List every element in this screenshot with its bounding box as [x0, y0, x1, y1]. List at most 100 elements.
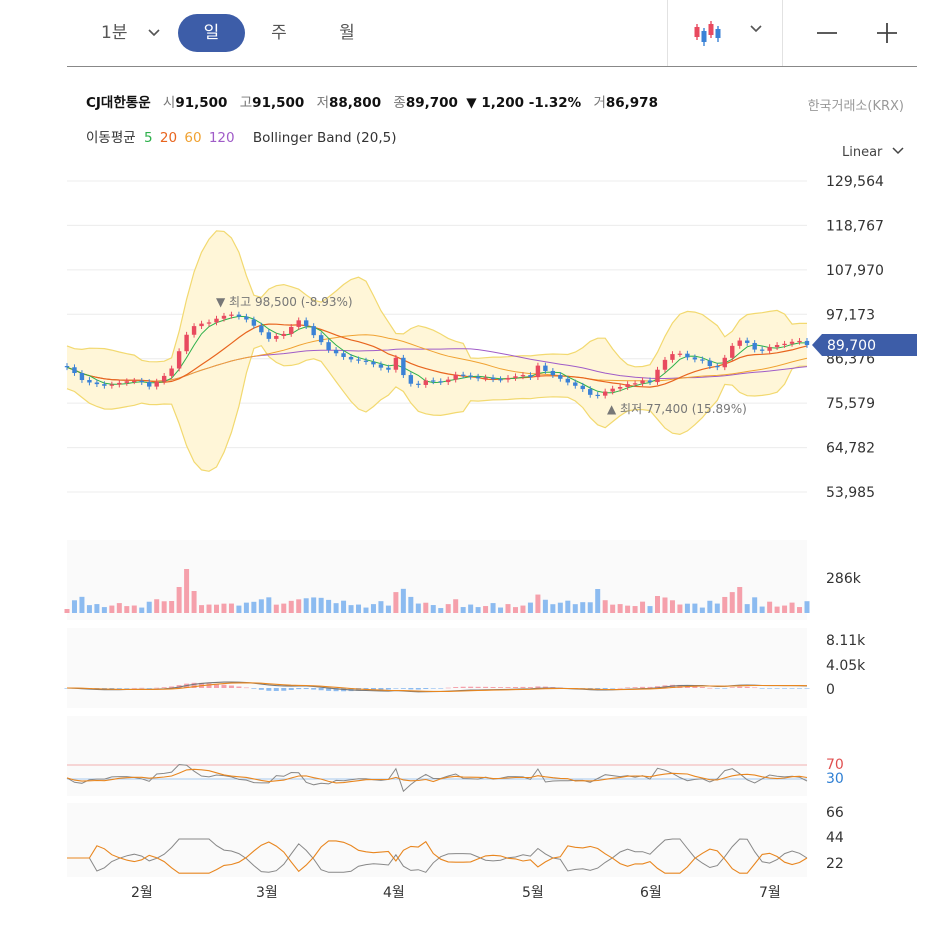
volume-bar	[767, 601, 773, 613]
volume-bar	[714, 603, 720, 613]
candle-body	[789, 341, 795, 344]
volume-bar	[101, 607, 107, 613]
candle-body	[438, 381, 443, 383]
dmi-title: DMI (14)	[86, 810, 145, 826]
period-minute-dropdown[interactable]: 1분	[89, 14, 169, 52]
tab-day[interactable]: 일	[178, 14, 245, 52]
macd-histogram-bar	[311, 688, 317, 690]
y-tick-label: 107,970	[826, 263, 884, 279]
candle-body	[124, 381, 129, 383]
candle-body	[348, 356, 354, 360]
volume-bar	[699, 607, 705, 613]
macd-histogram-bar	[580, 688, 586, 689]
volume-bar	[752, 597, 758, 613]
low-annotation: ▲ 최저 77,400 (15.89%)	[607, 402, 747, 416]
x-tick-label: 5월	[522, 885, 544, 901]
ma60-label: 60	[184, 130, 202, 146]
candle-body	[221, 315, 227, 319]
macd-histogram-bar	[184, 683, 190, 688]
macd-histogram-bar	[557, 687, 563, 689]
x-tick-label: 6월	[640, 885, 662, 901]
candle-body	[206, 322, 212, 324]
candle-body	[737, 340, 742, 346]
scale-dropdown[interactable]: Linear	[842, 144, 905, 160]
candle-body	[677, 353, 683, 355]
volume-bar	[797, 607, 803, 613]
candle-body	[446, 379, 451, 383]
macd-histogram-bar	[154, 687, 160, 689]
macd-histogram-bar	[520, 686, 526, 688]
candle-body	[303, 320, 309, 327]
volume-bar	[363, 607, 369, 613]
candle-body	[700, 359, 705, 361]
candle-body	[236, 314, 242, 317]
candle-body	[595, 394, 600, 397]
bollinger-upper-line	[66, 230, 807, 368]
macd-histogram-bar	[251, 688, 257, 689]
candle-body	[565, 378, 571, 383]
macd-histogram-bar	[692, 686, 698, 688]
macd-histogram-bar	[139, 687, 145, 689]
macd-histogram-bar	[86, 688, 92, 690]
volume-bar	[311, 597, 317, 613]
macd-histogram-bar	[79, 688, 85, 689]
candle-body	[229, 314, 234, 316]
macd-histogram-bar	[243, 687, 249, 689]
candle-body	[550, 370, 556, 376]
tab-week[interactable]: 주	[271, 23, 287, 43]
macd-histogram-bar	[363, 688, 369, 691]
volume-bar	[146, 601, 152, 613]
dmi-y-tick: 66	[826, 805, 844, 821]
candle-body	[535, 365, 541, 378]
chevron-down-icon	[147, 14, 161, 66]
candle-body	[602, 391, 608, 396]
macd-histogram-bar	[707, 687, 713, 689]
rsi-panel-label: RSI (14,9) | RSI 58.44 RSI-Signal 60.10	[86, 723, 371, 739]
indicator-legend[interactable]: 이동평균 5 20 60 120 Bollinger Band (20,5)	[86, 126, 397, 146]
dmi-minus-name: -DI	[245, 810, 265, 826]
change-value: ▼ 1,200 -1.32%	[466, 95, 582, 111]
volume-bar	[206, 604, 212, 613]
volume-bar	[154, 599, 160, 613]
macd-histogram-bar	[460, 686, 466, 688]
volume-bar	[445, 604, 451, 613]
candle-body	[498, 379, 503, 381]
y-tick-label: 64,782	[826, 441, 875, 457]
close-label: 종	[393, 95, 406, 111]
macd-histogram-bar	[542, 686, 548, 688]
volume-bar	[789, 602, 795, 613]
macd-histogram-bar	[632, 687, 638, 688]
candle-body	[371, 361, 376, 365]
minus-icon	[817, 32, 837, 34]
dmi-plus-name: +DI	[160, 810, 187, 826]
candle-body	[670, 354, 675, 360]
current-price-label: 89,700	[827, 338, 876, 354]
macd-histogram-bar	[341, 688, 347, 692]
macd-histogram-bar	[453, 687, 459, 688]
zoom-in-button[interactable]	[872, 14, 902, 52]
macd-histogram-bar	[131, 687, 137, 689]
volume-bar	[139, 607, 145, 613]
volume-bar	[169, 601, 175, 613]
macd-histogram-bar	[505, 687, 511, 688]
candle-body	[139, 380, 144, 383]
bollinger-label: Bollinger Band (20,5)	[252, 130, 397, 146]
period-minute-label: 1분	[101, 23, 128, 43]
chart-type-dropdown[interactable]	[687, 14, 767, 52]
candle-body	[647, 380, 653, 383]
macd-histogram-bar	[161, 687, 167, 688]
high-annotation: ▼ 최고 98,500 (-8.93%)	[216, 295, 353, 309]
candle-body	[274, 335, 279, 339]
zoom-out-button[interactable]	[812, 14, 842, 52]
tab-month[interactable]: 월	[339, 23, 355, 43]
volume-bar	[655, 596, 661, 613]
dmi-y-tick: 44	[826, 830, 844, 846]
candle-body	[543, 365, 548, 371]
macd-histogram-bar	[146, 688, 152, 689]
candle-body	[505, 377, 511, 380]
candle-body	[640, 380, 645, 384]
candle-body	[341, 353, 346, 357]
macd-histogram-bar	[288, 688, 294, 691]
macd-title: MACD (12,26,9)	[86, 635, 193, 651]
volume-bar	[804, 601, 810, 613]
